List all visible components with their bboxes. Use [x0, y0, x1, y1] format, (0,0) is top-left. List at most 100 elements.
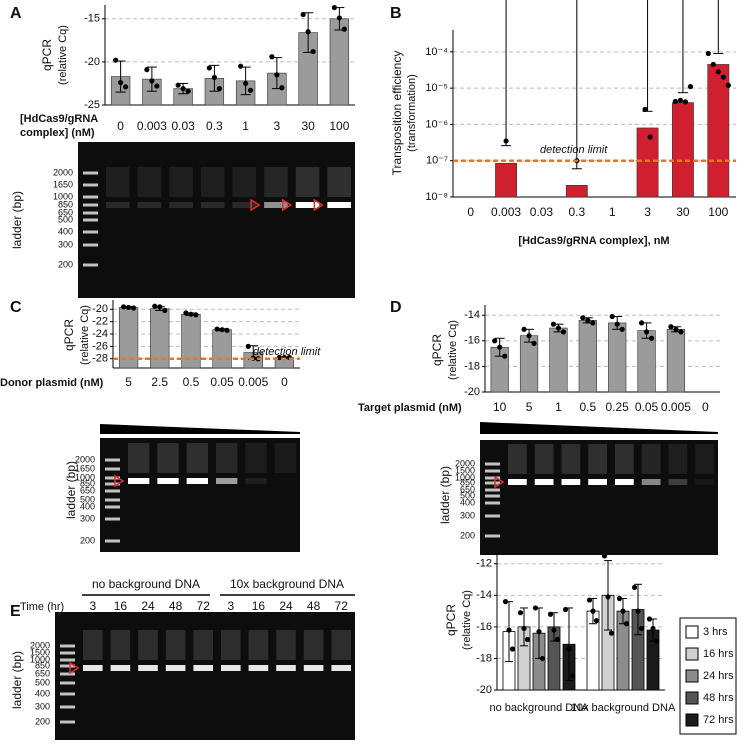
- ladder-label: 200: [35, 716, 50, 726]
- data-point: [521, 625, 527, 632]
- gel-band: [200, 202, 225, 208]
- bar: [672, 102, 694, 198]
- data-point: [503, 138, 509, 144]
- gel-smear: [106, 167, 130, 197]
- data-point: [219, 327, 225, 333]
- gel-image: [55, 612, 355, 740]
- lane-label: 16: [114, 599, 128, 613]
- data-point: [305, 29, 311, 35]
- x-tick-label: 2.5: [151, 375, 168, 389]
- data-point: [554, 636, 561, 643]
- x-axis-label: complex] (nM): [20, 127, 95, 139]
- ladder-band: [485, 494, 500, 498]
- ladder-title: ladder (bp): [10, 651, 24, 709]
- y-tick-label: 10⁻⁵: [425, 82, 448, 94]
- ladder-label: 1000: [30, 654, 50, 664]
- x-axis-label: [HdCas9/gRNA complex], nM: [518, 235, 669, 247]
- y-axis-label: (relative Cq): [461, 590, 473, 650]
- ladder-label: 300: [80, 513, 95, 523]
- data-point: [569, 673, 576, 679]
- data-point: [678, 329, 684, 335]
- y-tick-label: -20: [476, 684, 492, 696]
- x-tick-label: 0.005: [238, 375, 268, 389]
- ladder-label: 1000: [53, 191, 73, 201]
- y-tick-label: 10⁻⁸: [425, 191, 448, 203]
- data-point: [521, 326, 527, 332]
- y-axis-label: (relative Cq): [79, 305, 91, 365]
- data-point: [341, 26, 347, 32]
- data-point: [539, 655, 546, 662]
- data-point: [648, 335, 655, 341]
- ladder-band: [83, 243, 98, 247]
- data-point: [524, 636, 531, 643]
- bar: [636, 127, 659, 198]
- ladder-band: [105, 505, 120, 509]
- gel-smear: [216, 443, 238, 473]
- data-point: [638, 625, 645, 632]
- band-marker: [282, 198, 293, 212]
- y-tick-label: -20: [84, 56, 100, 68]
- data-point: [183, 310, 189, 316]
- gel-band: [561, 479, 581, 485]
- x-tick-label: 30: [301, 119, 315, 133]
- data-point: [550, 321, 557, 327]
- data-point: [497, 344, 503, 350]
- data-point: [647, 134, 653, 140]
- y-tick-label: -24: [92, 328, 108, 340]
- panel-letter: C: [10, 299, 22, 316]
- x-tick-label: 0.5: [579, 400, 596, 414]
- panel-letter: B: [390, 5, 402, 22]
- data-point: [605, 594, 611, 600]
- data-point: [310, 48, 316, 55]
- gel-band: [128, 478, 150, 484]
- x-tick-label: 0.5: [183, 375, 200, 389]
- ladder-label: 2000: [30, 640, 50, 650]
- ladder-band: [60, 705, 75, 709]
- data-point: [238, 63, 244, 69]
- x-tick-label: 0.03: [171, 119, 195, 133]
- ladder-label: 650: [35, 668, 50, 678]
- lane-label: 24: [279, 599, 293, 613]
- data-point: [188, 311, 194, 317]
- gel-band: [186, 478, 208, 484]
- gel-smear: [508, 444, 527, 474]
- ladder-band: [485, 476, 500, 480]
- x-tick-label: 1: [609, 205, 616, 219]
- data-point: [580, 315, 586, 321]
- data-point: [336, 15, 342, 21]
- gel-smear: [186, 443, 208, 473]
- y-axis-label: qPCR: [40, 39, 54, 71]
- x-tick-label: 5: [125, 375, 132, 389]
- ladder-label: 850: [80, 478, 95, 488]
- data-point: [123, 84, 129, 90]
- gel-smear: [193, 630, 213, 660]
- bar: [329, 18, 350, 106]
- data-point: [506, 627, 512, 633]
- ladder-label: 200: [58, 259, 73, 269]
- band-marker: [114, 474, 125, 488]
- data-point: [531, 340, 537, 346]
- data-point: [130, 305, 137, 311]
- y-tick-label: -12: [476, 558, 492, 570]
- ladder-label: 300: [35, 701, 50, 711]
- gel-band: [276, 665, 296, 671]
- data-point: [502, 353, 508, 359]
- data-point: [623, 621, 630, 627]
- gel-smear: [110, 630, 131, 660]
- data-point: [118, 79, 124, 86]
- data-point: [668, 324, 674, 330]
- y-tick-label: -20: [92, 303, 108, 315]
- x-axis-label: Donor plasmid (nM): [0, 377, 104, 389]
- data-point: [113, 57, 119, 63]
- data-point: [720, 74, 726, 80]
- ladder-label: 200: [80, 535, 95, 545]
- data-point: [672, 98, 679, 105]
- ladder-band: [105, 517, 120, 521]
- y-tick-label: -28: [92, 353, 108, 365]
- y-tick-label: 10⁻⁴: [425, 46, 448, 58]
- x-tick-label: 0.03: [530, 205, 554, 219]
- panel-letter: E: [10, 603, 21, 620]
- data-point: [180, 86, 186, 92]
- gel-band: [221, 665, 241, 671]
- x-tick-label: 30: [676, 205, 690, 219]
